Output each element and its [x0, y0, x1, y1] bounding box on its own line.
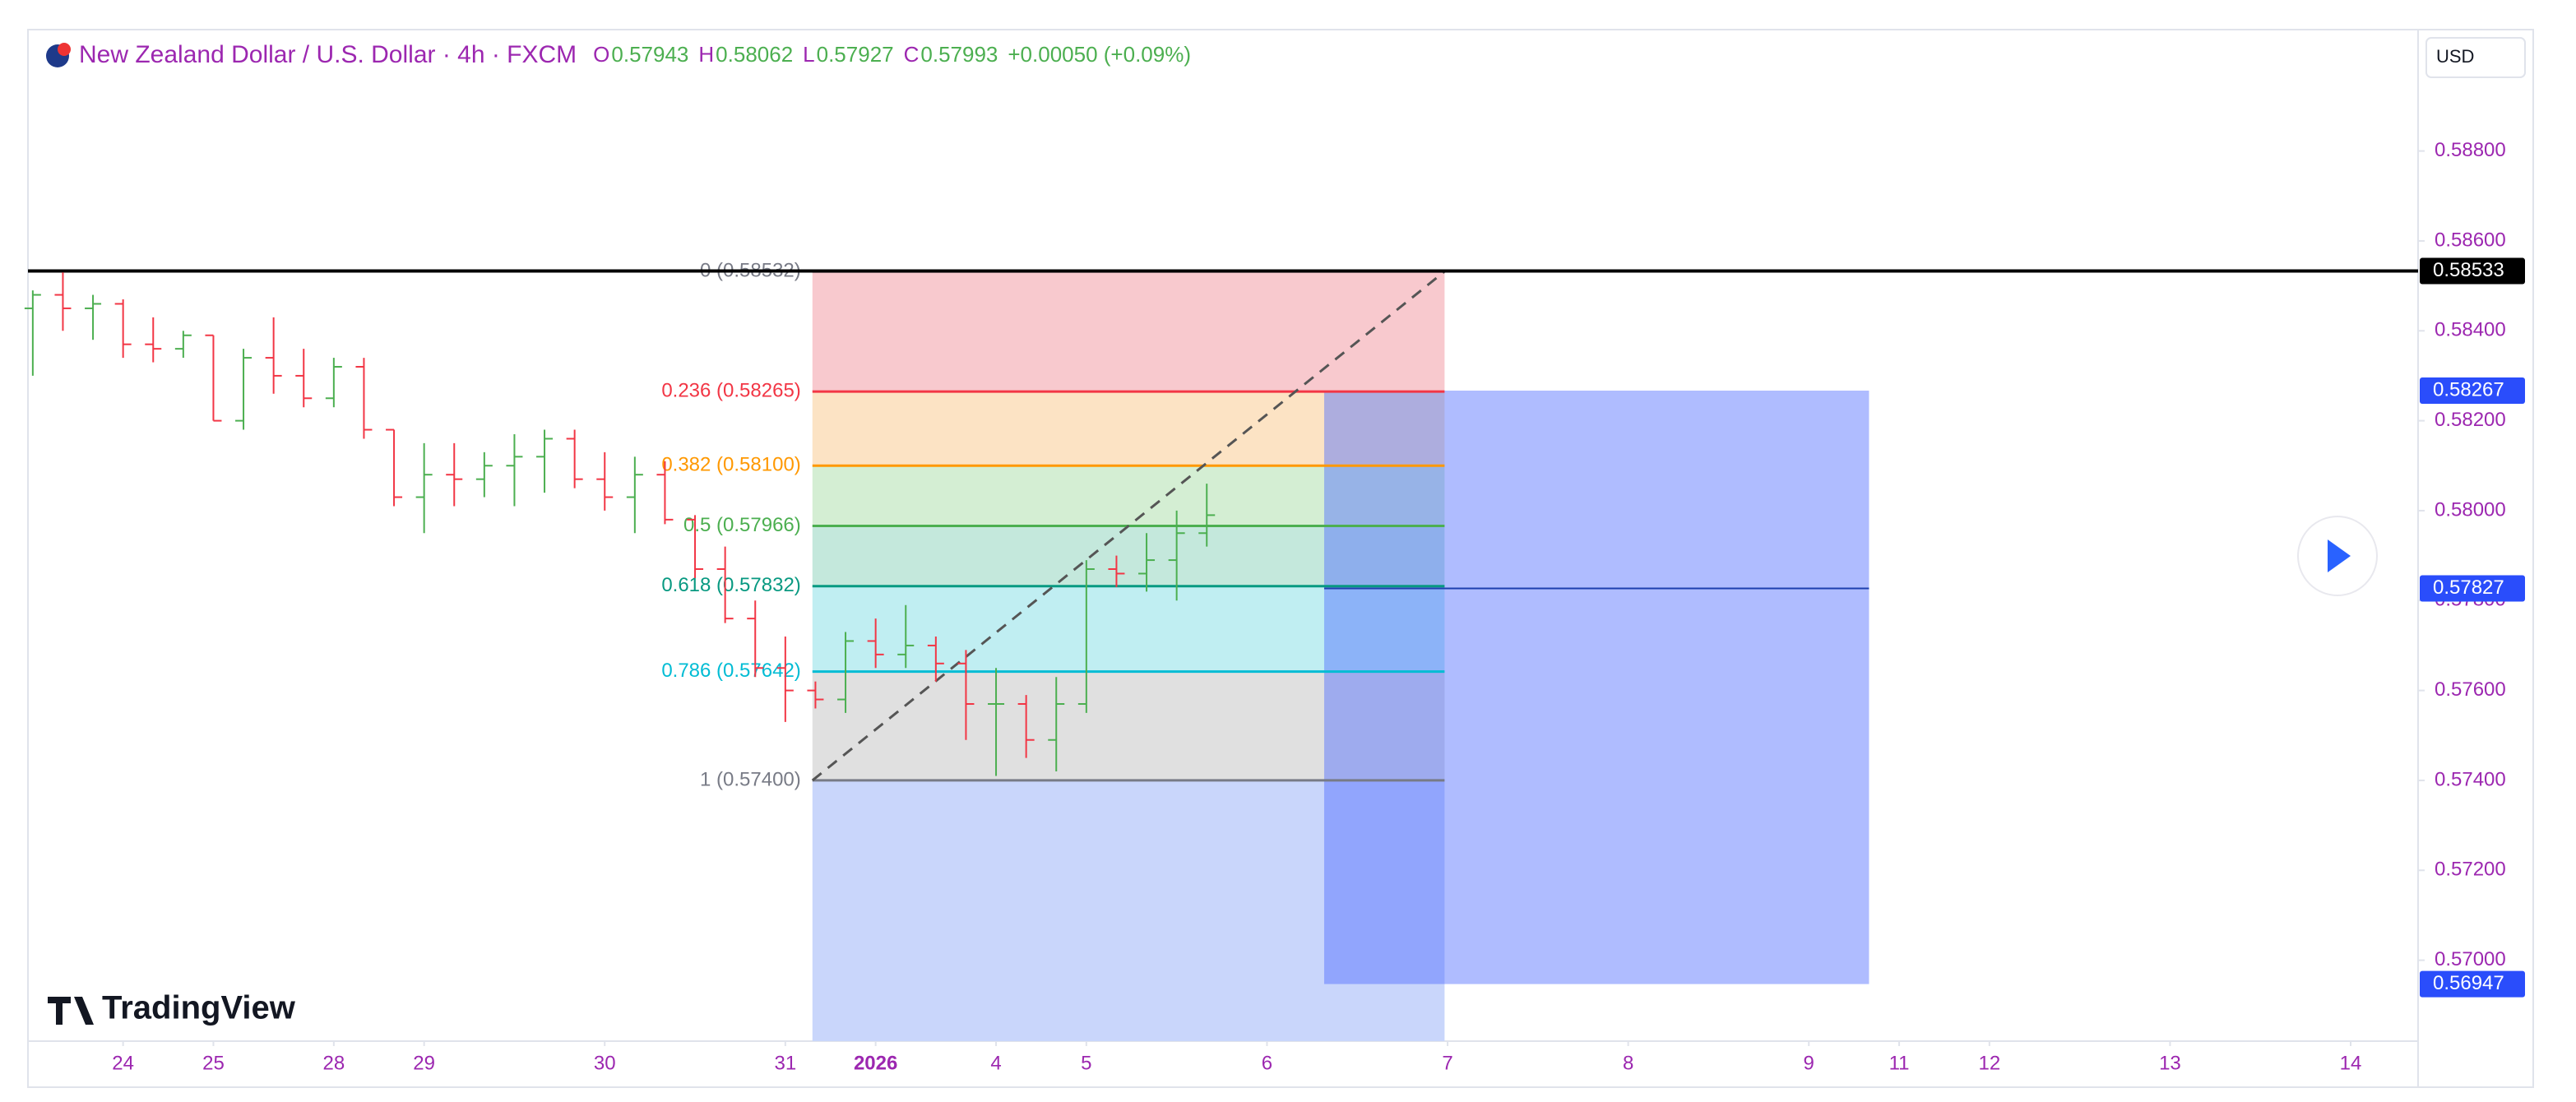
fib-zone: [812, 780, 1445, 1041]
play-icon[interactable]: [2328, 539, 2351, 572]
fib-label: 0.786 (0.57642): [661, 660, 800, 682]
legend-value: 0.57927: [817, 42, 894, 67]
x-tick-label: 6: [1262, 1052, 1272, 1074]
fib-zone: [812, 526, 1445, 586]
legend-value: 0.58062: [716, 42, 793, 67]
fib-zone: [812, 391, 1445, 466]
x-tick-label: 24: [112, 1052, 134, 1074]
legend-key: L: [803, 42, 814, 67]
x-tick-label: 9: [1804, 1052, 1814, 1074]
x-tick-label: 28: [322, 1052, 345, 1074]
price-marker: [2420, 970, 2525, 998]
fib-zone: [812, 271, 1445, 392]
symbol-icon-flag: [58, 43, 71, 56]
fib-label: 0.618 (0.57832): [661, 574, 800, 596]
y-tick-label: 0.58600: [2435, 229, 2506, 251]
price-marker: [2420, 575, 2525, 602]
fib-label: 0.382 (0.58100): [661, 454, 800, 476]
symbol-title: New Zealand Dollar / U.S. Dollar · 4h · …: [79, 41, 577, 68]
price-marker-label: 0.58267: [2433, 378, 2504, 401]
y-tick-label: 0.58000: [2435, 498, 2506, 521]
currency-label[interactable]: USD: [2436, 46, 2474, 67]
price-marker: [2420, 257, 2525, 285]
position-box: [1323, 390, 1869, 984]
x-tick-label: 31: [774, 1052, 796, 1074]
legend-key: O: [593, 42, 609, 67]
fib-label: 1 (0.57400): [700, 768, 801, 790]
fib-trend: [811, 270, 1446, 782]
brand-logo: [48, 997, 94, 1025]
y-tick-label: 0.58200: [2435, 409, 2506, 431]
ohlc-legend: O 0.57943 H 0.58062 L 0.57927 C 0.57993 +0.00050…: [593, 42, 1191, 67]
y-tick-label: 0.57200: [2435, 859, 2506, 881]
legend-value: 0.57943: [611, 42, 688, 67]
x-tick-label: 29: [413, 1052, 435, 1074]
brand: TradingView: [102, 990, 296, 1026]
x-tick-label: 14: [2340, 1052, 2362, 1074]
x-tick-label: 8: [1623, 1052, 1633, 1074]
x-tick-label: 13: [2159, 1052, 2181, 1074]
fib-zone: [812, 586, 1445, 672]
x-tick-label: 25: [202, 1052, 225, 1074]
plot: 0.570000.572000.574000.576000.578000.580…: [24, 139, 2525, 1074]
legend-change: +0.00050 (+0.09%): [1008, 42, 1191, 67]
fib-label: 0.5 (0.57966): [683, 514, 801, 536]
legend-value: 0.57993: [920, 42, 998, 67]
x-tick-label: 12: [1978, 1052, 2000, 1074]
y-tick-label: 0.57600: [2435, 678, 2506, 701]
y-tick-label: 0.57000: [2435, 948, 2506, 970]
x-tick-label: 11: [1889, 1052, 1910, 1074]
x-tick-label: 4: [990, 1052, 1001, 1074]
price-marker-label: 0.56947: [2433, 972, 2504, 994]
y-tick-label: 0.58400: [2435, 319, 2506, 341]
x-tick-label: 30: [594, 1052, 616, 1074]
legend-key: H: [698, 42, 714, 67]
price-marker-label: 0.58533: [2433, 259, 2504, 281]
y-tick-label: 0.58800: [2435, 139, 2506, 161]
x-tick-label: 2026: [854, 1052, 897, 1074]
fib-zone: [812, 465, 1445, 526]
legend-key: C: [904, 42, 920, 67]
y-tick-label: 0.57400: [2435, 768, 2506, 790]
fib-label: 0.236 (0.58265): [661, 379, 800, 401]
price-marker-label: 0.57827: [2433, 576, 2504, 599]
currency-button[interactable]: [2425, 37, 2526, 78]
fib-zone: [812, 671, 1445, 780]
x-tick-label: 7: [1442, 1052, 1452, 1074]
x-tick-label: 5: [1081, 1052, 1091, 1074]
price-marker: [2420, 377, 2525, 404]
